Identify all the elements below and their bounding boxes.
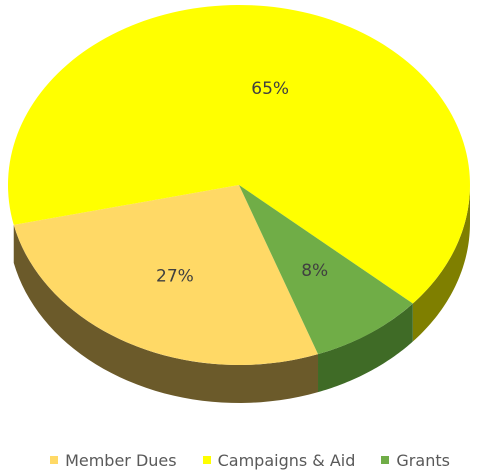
legend-swatch-campaigns-aid bbox=[202, 456, 211, 464]
data-label-campaigns-aid: 65% bbox=[251, 79, 289, 99]
pie-label-layer: 27% 65% 8% bbox=[156, 79, 328, 287]
pie-slice-campaigns-aid[interactable] bbox=[7, 4, 470, 304]
pie-top-layer bbox=[7, 4, 470, 365]
pie-side-campaigns-aid bbox=[412, 185, 470, 342]
pie-slice-grants[interactable] bbox=[239, 185, 413, 355]
legend-item-campaigns-aid[interactable]: Campaigns & Aid bbox=[202, 450, 356, 470]
legend-swatch-grants bbox=[381, 456, 390, 464]
legend-item-grants[interactable]: Grants bbox=[381, 451, 450, 470]
legend-item-member-dues[interactable]: Member Dues bbox=[50, 451, 177, 470]
legend-label: Member Dues bbox=[65, 450, 177, 470]
legend-label: Grants bbox=[396, 450, 450, 470]
data-label-grants: 8% bbox=[301, 261, 328, 281]
data-label-member-dues: 27% bbox=[156, 267, 194, 287]
pie-side-layer bbox=[13, 185, 470, 403]
pie-side-grants bbox=[318, 303, 413, 393]
pie-slice-member-dues[interactable] bbox=[13, 185, 319, 365]
legend-swatch-member-dues bbox=[50, 456, 59, 464]
legend-label: Campaigns & Aid bbox=[217, 450, 356, 470]
pie-chart: 27% 65% 8% bbox=[7, 4, 470, 403]
pie-side-member-dues bbox=[13, 224, 319, 403]
legend: Member Dues Campaigns & Aid Grants bbox=[0, 448, 500, 472]
